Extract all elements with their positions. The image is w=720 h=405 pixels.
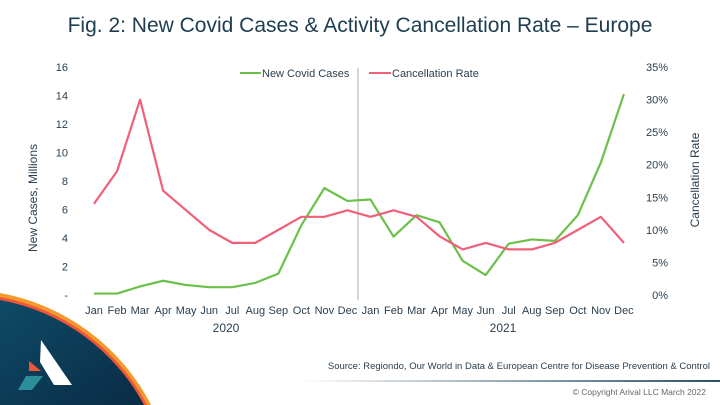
x-tick-label: Jul <box>225 305 239 317</box>
arival-logo <box>0 293 151 405</box>
x-tick-label: Aug <box>522 305 542 317</box>
y2-axis-label: Cancellation Rate <box>688 132 702 227</box>
x-tick-label: Dec <box>338 305 358 317</box>
series-line-new-covid-cases <box>94 93 625 295</box>
x-tick-label: Nov <box>315 305 335 317</box>
y-tick-label: 6 <box>62 205 68 217</box>
y-tick-label: - <box>64 290 68 302</box>
x-tick-label: Sep <box>269 305 289 317</box>
y-axis-label: New Cases, Millions <box>26 144 40 252</box>
source-note: Source: Regiondo, Our World in Data & Eu… <box>327 361 710 372</box>
x-tick-label: Nov <box>591 305 611 317</box>
y2-tick-label: 0% <box>652 290 668 302</box>
year-label-2021: 2021 <box>490 321 517 335</box>
legend: New Covid Cases Cancellation Rate <box>240 68 479 80</box>
y-tick-label: 12 <box>56 119 68 131</box>
y2-tick-label: 5% <box>652 257 668 269</box>
copyright: © Copyright Arival LLC March 2022 <box>572 387 706 397</box>
x-tick-label: Feb <box>108 305 127 317</box>
y2-tick-label: 30% <box>646 95 668 107</box>
chart-title: Fig. 2: New Covid Cases & Activity Cance… <box>67 14 653 37</box>
x-tick-label: Jul <box>502 305 516 317</box>
y-tick-label: 16 <box>56 62 68 74</box>
y2-tick-label: 35% <box>646 62 668 74</box>
x-tick-label: Sep <box>545 305 565 317</box>
x-tick-label: May <box>452 305 473 317</box>
x-tick-label: Aug <box>245 305 265 317</box>
legend-label-rate: Cancellation Rate <box>392 68 479 80</box>
x-tick-label: Mar <box>407 305 426 317</box>
y-tick-label: 8 <box>62 176 68 188</box>
y-tick-label: 4 <box>62 233 68 245</box>
y-tick-label: 10 <box>56 148 68 160</box>
x-tick-label: Feb <box>384 305 403 317</box>
y-tick-label: 14 <box>56 91 68 103</box>
x-tick-label: Oct <box>569 305 586 317</box>
x-tick-label: Dec <box>614 305 634 317</box>
x-tick-label: Jun <box>477 305 495 317</box>
x-tick-label: Apr <box>431 305 448 317</box>
y2-tick-label: 15% <box>646 192 668 204</box>
year-label-2020: 2020 <box>213 321 240 335</box>
x-tick-label: Mar <box>131 305 150 317</box>
x-tick-label: Jan <box>362 305 380 317</box>
x-tick-label: Jan <box>85 305 103 317</box>
y2-tick-label: 10% <box>646 225 668 237</box>
x-tick-label: Oct <box>293 305 310 317</box>
x-tick-label: May <box>176 305 197 317</box>
footer-divider <box>300 380 720 382</box>
y2-tick-label: 25% <box>646 127 668 139</box>
legend-label-cases: New Covid Cases <box>262 68 350 80</box>
y2-tick-label: 20% <box>646 160 668 172</box>
series-line-cancellation-rate <box>93 98 625 251</box>
x-tick-label: Jun <box>200 305 218 317</box>
x-tick-label: Apr <box>155 305 172 317</box>
y-tick-label: 2 <box>62 262 68 274</box>
